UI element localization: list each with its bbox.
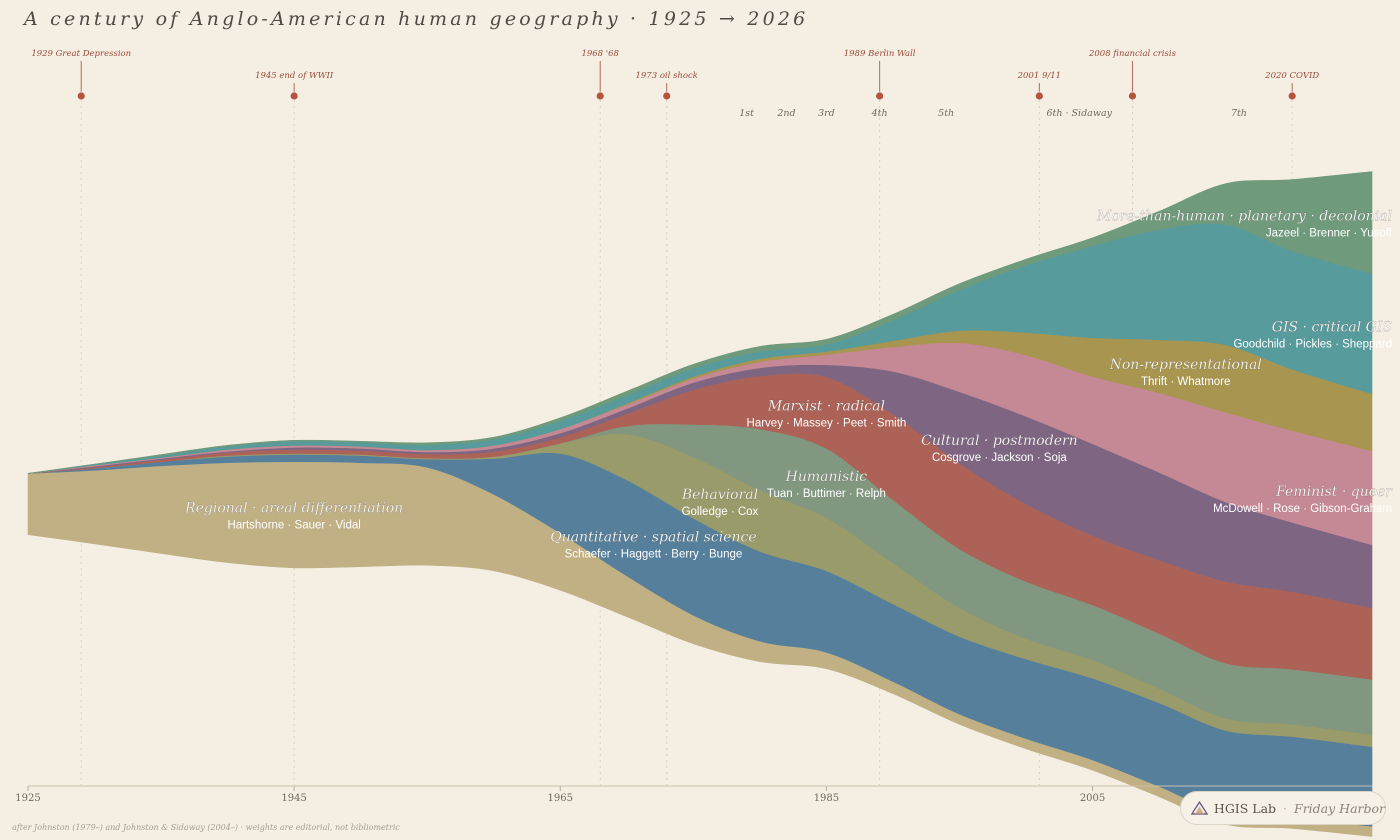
stream-label-authors: Thrift · Whatmore: [1141, 376, 1230, 388]
event-dot: [595, 91, 605, 101]
edition-labels: 1st 2nd 3rd 4th 5th 6th · Sidaway 7th: [739, 108, 1247, 119]
event-label: 1989 Berlin Wall: [844, 49, 916, 59]
stream-label-name: Non-representational: [1109, 357, 1262, 373]
stream-label-authors: McDowell · Rose · Gibson-Graham: [1213, 503, 1392, 515]
stream-label-authors: Golledge · Cox: [682, 506, 759, 518]
stream-label-authors: Tuan · Buttimer · Relph: [767, 488, 886, 500]
chart-title: A century of Anglo-American human geogra…: [24, 8, 809, 30]
event-label: 1945 end of WWII: [255, 71, 334, 81]
source-footnote: after Johnston (1979–) and Johnston & Si…: [12, 823, 400, 832]
event-dot: [875, 91, 885, 101]
edition-label: 1st: [739, 108, 754, 119]
x-tick-label: 1925: [15, 793, 40, 804]
badge-location: Friday Harbor: [1294, 800, 1385, 816]
stream-label-authors: Hartshorne · Sauer · Vidal: [227, 520, 360, 532]
event-label: 2020 COVID: [1264, 71, 1319, 81]
event-label: 2001 9/11: [1017, 71, 1061, 81]
event-label: 1973 oil shock: [635, 71, 697, 81]
stream-label-name: Feminist · queer: [1275, 484, 1393, 500]
badge-brand: HGIS Lab: [1213, 800, 1277, 816]
event-dot: [1287, 91, 1297, 101]
stream-areas: [27, 171, 1373, 837]
event-label: 1929 Great Depression: [31, 49, 131, 59]
x-tick-label: 1945: [281, 793, 306, 804]
stream-label-authors: Schaefer · Haggett · Berry · Bunge: [565, 548, 743, 560]
stream-label-authors: Cosgrove · Jackson · Soja: [932, 452, 1067, 464]
edition-label: 5th: [938, 108, 954, 119]
event-label: 1968 '68: [581, 49, 619, 59]
triangle-logo-icon: [1191, 800, 1208, 815]
badge-separator: ·: [1283, 800, 1288, 816]
stream-label-name: Quantitative · spatial science: [550, 529, 756, 545]
lab-badge[interactable]: HGIS Lab · Friday Harbor: [1180, 791, 1386, 825]
edition-label: 3rd: [818, 108, 835, 119]
stream-label-name: GIS · critical GIS: [1272, 320, 1392, 336]
event-dot: [289, 91, 299, 101]
stream-label-authors: Goodchild · Pickles · Sheppard: [1233, 339, 1392, 351]
edition-label: 4th: [871, 108, 888, 119]
edition-label: 6th · Sidaway: [1046, 108, 1112, 119]
event-dot: [1034, 91, 1044, 101]
x-tick-label: 1965: [548, 793, 573, 804]
stream-label-name: Marxist · radical: [767, 399, 885, 415]
event-dot: [662, 91, 672, 101]
stream-labels: Regional · areal differentiation Hartshor…: [184, 208, 1394, 560]
x-tick-label: 2005: [1080, 793, 1105, 804]
event-dot: [1128, 91, 1137, 101]
stream-label-authors: Harvey · Massey · Peet · Smith: [747, 418, 907, 430]
edition-label: 7th: [1231, 108, 1247, 119]
stream-label-name: Cultural · postmodern: [921, 433, 1078, 449]
stream-label-name: Behavioral: [681, 487, 758, 503]
x-axis: 1925 1945 1965 1985 2005: [15, 785, 1372, 804]
stream-label-name: Regional · areal differentiation: [184, 501, 403, 517]
event-dot: [76, 91, 86, 101]
edition-label: 2nd: [776, 108, 795, 119]
stream-label-name: More-than-human · planetary · decolonial: [1096, 208, 1392, 224]
stream-area: [27, 171, 1373, 474]
x-tick-label: 1985: [814, 793, 839, 804]
event-label: 2008 financial crisis: [1088, 49, 1177, 59]
stream-label-name: Humanistic: [785, 469, 868, 485]
stream-label-authors: Jazeel · Brenner · Yusoff: [1266, 227, 1393, 239]
